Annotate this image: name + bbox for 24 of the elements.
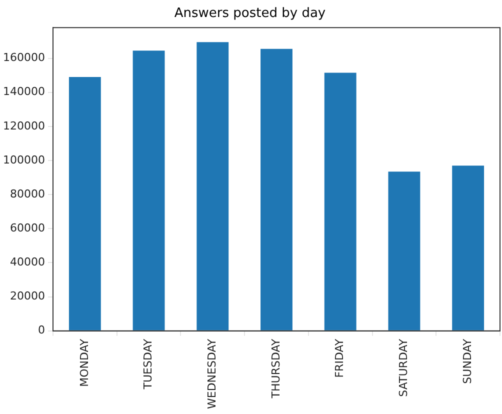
x-tick-label: THURSDAY xyxy=(269,338,282,400)
bar xyxy=(132,50,165,330)
bar xyxy=(324,72,356,330)
bar xyxy=(196,42,229,330)
x-tick-label: TUESDAY xyxy=(142,338,155,390)
bar xyxy=(260,48,292,330)
y-tick-label: 0 xyxy=(38,324,45,337)
y-tick-label: 80000 xyxy=(10,187,45,200)
y-tick-label: 40000 xyxy=(10,256,45,269)
x-tick-label: WEDNESDAY xyxy=(205,338,218,409)
y-tick-label: 120000 xyxy=(2,119,45,132)
y-tick-label: 60000 xyxy=(10,222,45,235)
x-tick-label: FRIDAY xyxy=(333,338,346,378)
y-tick-label: 160000 xyxy=(2,51,45,64)
y-tick-label: 140000 xyxy=(2,85,45,98)
chart-title: Answers posted by day xyxy=(174,6,326,22)
bar xyxy=(68,77,101,330)
bar xyxy=(452,166,484,330)
y-tick-label: 100000 xyxy=(2,153,45,166)
x-tick-label: SUNDAY xyxy=(460,338,474,384)
y-tick-label: 20000 xyxy=(10,290,45,303)
bar xyxy=(388,172,420,330)
x-tick-label: MONDAY xyxy=(78,338,91,387)
x-tick-label: SATURDAY xyxy=(397,338,410,397)
